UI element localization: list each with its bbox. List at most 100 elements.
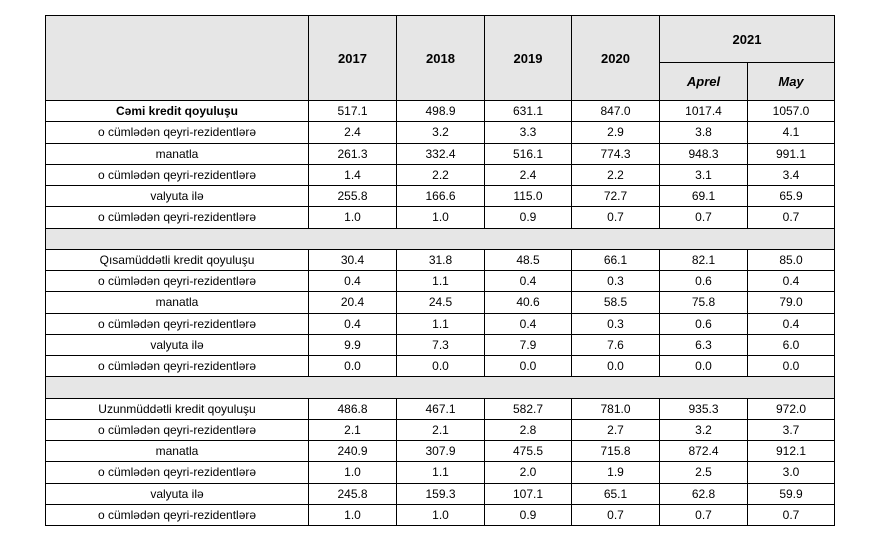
- value-cell: 0.4: [484, 312, 572, 335]
- data-row: o cümlədən qeyri-rezidentlərə 1.0 1.1 2.0 1.…: [45, 461, 836, 484]
- value-cell: 498.9: [396, 99, 485, 123]
- year-header: 2020: [571, 15, 660, 101]
- data-row: manatla 261.3 332.4 516.1 774.3 948.3 991.1: [45, 142, 836, 165]
- data-row: Uzunmüddətli kredit qoyuluşu 486.8 467.1 58…: [45, 397, 836, 420]
- value-cell: 245.8: [308, 482, 397, 505]
- value-cell: 1.0: [308, 503, 397, 527]
- row-label: o cümlədən qeyri-rezidentlərə: [45, 354, 309, 378]
- value-cell: 0.0: [484, 354, 572, 378]
- row-label: manatla: [45, 439, 309, 463]
- row-label: valyuta ilə: [45, 482, 309, 505]
- data-row: o cümlədən qeyri-rezidentlərə 2.4 3.2 3.3 2.…: [45, 121, 836, 144]
- value-cell: 332.4: [396, 142, 485, 165]
- value-cell: 3.4: [746, 163, 836, 187]
- value-cell: 582.7: [484, 397, 572, 420]
- row-label: Cəmi kredit qoyuluşu: [45, 99, 309, 123]
- value-cell: 1.1: [396, 269, 485, 293]
- value-cell: 516.1: [484, 142, 572, 165]
- value-cell: 65.9: [746, 184, 836, 208]
- value-cell: 0.4: [746, 312, 836, 335]
- value-cell: 1.0: [396, 503, 485, 527]
- data-table: 2017 2018 2019 2020 2021 Aprel May Cəmi …: [44, 15, 836, 527]
- value-cell: 0.0: [571, 354, 660, 378]
- value-cell: 972.0: [746, 397, 836, 420]
- value-cell: 7.6: [571, 333, 660, 357]
- value-cell: 0.0: [659, 354, 748, 378]
- value-cell: 467.1: [396, 397, 485, 420]
- value-cell: 82.1: [659, 248, 748, 272]
- value-cell: 2.5: [659, 461, 748, 484]
- value-cell: 2.4: [308, 121, 397, 144]
- data-row: valyuta ilə 9.9 7.3 7.9 7.6 6.3 6.0: [45, 333, 836, 357]
- row-label: o cümlədən qeyri-rezidentlərə: [45, 121, 309, 144]
- value-cell: 0.7: [571, 206, 660, 229]
- value-cell: 1.0: [308, 461, 397, 484]
- row-label: valyuta ilə: [45, 333, 309, 357]
- data-row: o cümlədən qeyri-rezidentlərə 0.4 1.1 0.4 0.…: [45, 269, 836, 293]
- value-cell: 1.0: [396, 206, 485, 229]
- table-body: Cəmi kredit qoyuluşu 517.1 498.9 631.1 847.0…: [44, 99, 836, 527]
- data-row: o cümlədən qeyri-rezidentlərə 0.0 0.0 0.0 0.…: [45, 354, 836, 378]
- row-label: valyuta ilə: [45, 184, 309, 208]
- corner-cell: [45, 15, 309, 101]
- value-cell: 0.3: [571, 312, 660, 335]
- value-cell: 2.7: [571, 418, 660, 442]
- row-label: o cümlədən qeyri-rezidentlərə: [45, 503, 309, 527]
- value-cell: 2.2: [571, 163, 660, 187]
- data-row: o cümlədən qeyri-rezidentlərə 0.4 1.1 0.4 0.…: [45, 312, 836, 335]
- value-cell: 307.9: [396, 439, 485, 463]
- value-cell: 486.8: [308, 397, 397, 420]
- value-cell: 66.1: [571, 248, 660, 272]
- value-cell: 261.3: [308, 142, 397, 165]
- year-header: 2018: [396, 15, 485, 101]
- value-cell: 3.3: [484, 121, 572, 144]
- value-cell: 24.5: [396, 291, 485, 314]
- value-cell: 255.8: [308, 184, 397, 208]
- value-cell: 1.1: [396, 312, 485, 335]
- value-cell: 2.1: [308, 418, 397, 442]
- row-label: o cümlədən qeyri-rezidentlərə: [45, 163, 309, 187]
- value-cell: 6.0: [746, 333, 836, 357]
- value-cell: 85.0: [746, 248, 836, 272]
- year-header: 2019: [484, 15, 572, 101]
- value-cell: 475.5: [484, 439, 572, 463]
- value-cell: 75.8: [659, 291, 748, 314]
- row-label: o cümlədən qeyri-rezidentlərə: [45, 418, 309, 442]
- value-cell: 0.4: [746, 269, 836, 293]
- data-row: o cümlədən qeyri-rezidentlərə 1.0 1.0 0.9 0.…: [45, 503, 836, 527]
- value-cell: 0.7: [659, 206, 748, 229]
- row-label: Uzunmüddətli kredit qoyuluşu: [45, 397, 309, 420]
- value-cell: 2.4: [484, 163, 572, 187]
- spacer-row: [44, 376, 836, 399]
- value-cell: 65.1: [571, 482, 660, 505]
- value-cell: 0.0: [746, 354, 836, 378]
- value-cell: 0.0: [396, 354, 485, 378]
- data-row: valyuta ilə 245.8 159.3 107.1 65.1 62.8 59.9: [45, 482, 836, 505]
- value-cell: 58.5: [571, 291, 660, 314]
- value-cell: 62.8: [659, 482, 748, 505]
- value-cell: 0.4: [308, 269, 397, 293]
- value-cell: 72.7: [571, 184, 660, 208]
- value-cell: 0.4: [484, 269, 572, 293]
- value-cell: 0.6: [659, 269, 748, 293]
- value-cell: 872.4: [659, 439, 748, 463]
- value-cell: 48.5: [484, 248, 572, 272]
- value-cell: 3.2: [659, 418, 748, 442]
- value-cell: 3.2: [396, 121, 485, 144]
- value-cell: 935.3: [659, 397, 748, 420]
- group-header: 2021: [658, 15, 836, 63]
- value-cell: 69.1: [659, 184, 748, 208]
- row-label: Qısamüddətli kredit qoyuluşu: [45, 248, 309, 272]
- value-cell: 0.4: [308, 312, 397, 335]
- value-cell: 59.9: [746, 482, 836, 505]
- value-cell: 2.8: [484, 418, 572, 442]
- value-cell: 517.1: [308, 99, 397, 123]
- data-row: manatla 20.4 24.5 40.6 58.5 75.8 79.0: [45, 291, 836, 314]
- spacer-cell: [44, 376, 836, 399]
- value-cell: 0.6: [659, 312, 748, 335]
- value-cell: 9.9: [308, 333, 397, 357]
- value-cell: 631.1: [484, 99, 572, 123]
- value-cell: 1.4: [308, 163, 397, 187]
- value-cell: 4.1: [746, 121, 836, 144]
- row-label: manatla: [45, 291, 309, 314]
